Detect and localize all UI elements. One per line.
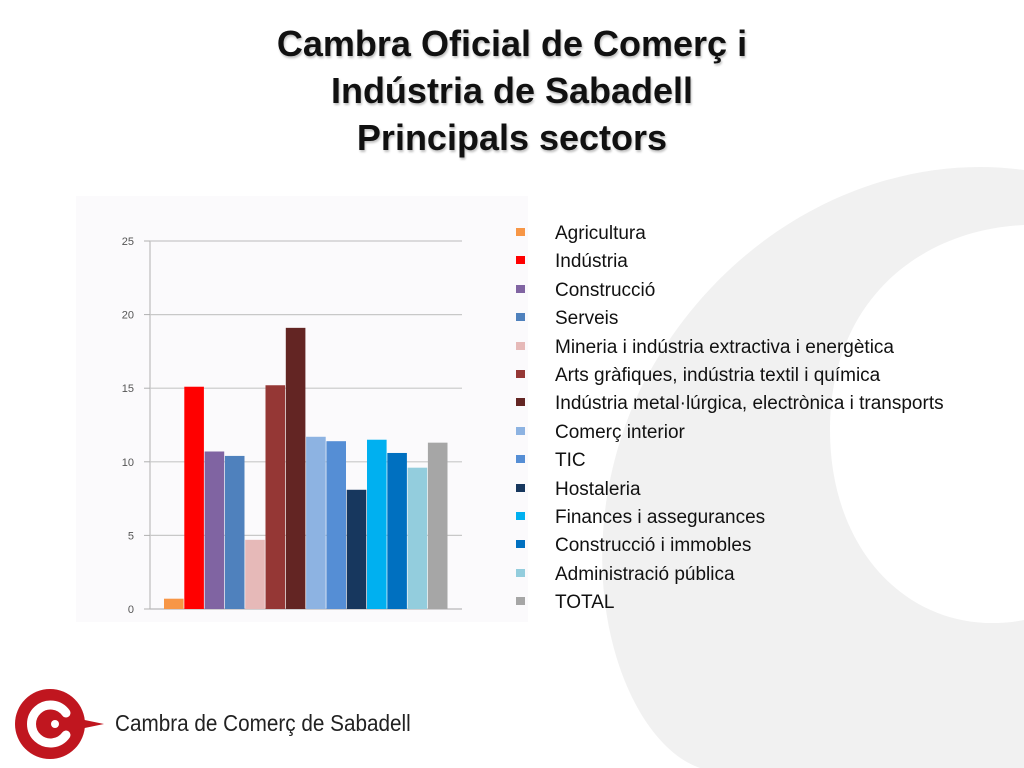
bar-6 [265,385,286,609]
slide-title: Cambra Oficial de Comerç i Indústria de … [0,20,1024,161]
bar-11 [367,439,387,609]
legend-swatch [516,426,525,435]
bar-8 [306,436,326,609]
legend-swatch [516,284,525,293]
bar-14 [427,442,448,609]
bar-4 [224,455,245,609]
y-tick-label: 20 [122,310,134,322]
legend-label: Arts gràfiques, indústria textil i quími… [555,364,881,386]
legend-swatch [516,455,525,464]
legend-swatch [516,511,525,520]
bar-10 [346,489,367,609]
bar-chart: 0 5 10 15 20 25 [122,236,462,616]
legend-swatch [516,540,525,549]
legend-label: Mineria i indústria extractiva i energèt… [555,336,894,358]
legend-swatch [516,483,525,492]
title-line-1: Cambra Oficial de Comerç i [276,23,748,64]
legend-swatch [516,228,525,236]
bar-1 [164,598,184,609]
legend-swatch [516,568,525,577]
y-axis: 0 5 10 15 20 25 [122,236,150,616]
legend-label: TIC [555,450,586,472]
legend-label: Agricultura [555,223,646,244]
bar-12 [387,452,407,609]
legend-swatch [516,341,525,350]
bar-5 [245,539,265,609]
legend-swatch [516,313,525,322]
title-line-3: Principals sectors [356,117,668,158]
legend-label: Serveis [555,308,619,330]
org-name: Cambra de Comerç de Sabadell [115,710,411,736]
bar-3 [204,451,225,609]
legend-label: Construcció i immobles [555,535,752,557]
chart-panel: 0 5 10 15 20 25 [76,196,528,622]
chamber-logo-icon [15,689,104,759]
bar-9 [326,441,346,609]
legend-label: Indústria [555,251,628,273]
bar-13 [407,467,428,609]
legend-label: Finances i assegurances [555,506,766,528]
legend-label: Comerç interior [555,421,685,443]
bar-2 [184,386,204,609]
y-tick-label: 25 [122,236,134,248]
bar-7 [285,327,306,609]
legend-swatch [516,256,525,265]
legend-label: Administració pública [555,563,735,585]
y-tick-label: 15 [122,383,134,395]
y-tick-label: 0 [128,604,134,616]
legend-swatch [516,369,525,378]
legend-label: Indústria metal·lúrgica, electrònica i t… [555,393,944,415]
legend-swatch [516,398,525,407]
bar-series [164,327,448,609]
legend-label: Construcció [555,279,656,301]
y-tick-label: 10 [122,457,134,469]
footer-logo: Cambra de Comerç de Sabadell [12,686,412,762]
y-tick-label: 5 [128,530,134,542]
legend-swatch [516,597,525,606]
legend-label: TOTAL [555,592,615,614]
legend-label: Hostaleria [555,478,641,500]
title-line-2: Indústria de Sabadell [330,70,694,111]
